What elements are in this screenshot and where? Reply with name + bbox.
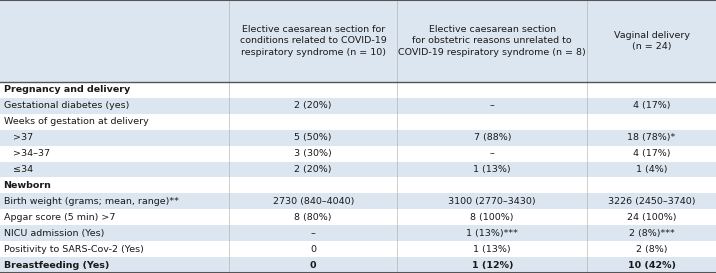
- Text: 4 (17%): 4 (17%): [633, 149, 670, 158]
- Text: 4 (17%): 4 (17%): [633, 101, 670, 110]
- Text: 3100 (2770–3430): 3100 (2770–3430): [448, 197, 536, 206]
- Text: 1 (13%): 1 (13%): [473, 165, 511, 174]
- Text: Birth weight (grams; mean, range)**: Birth weight (grams; mean, range)**: [4, 197, 178, 206]
- Text: 2 (8%): 2 (8%): [636, 245, 667, 254]
- Text: 3226 (2450–3740): 3226 (2450–3740): [608, 197, 695, 206]
- Text: Elective caesarean section
for obstetric reasons unrelated to
COVID-19 respirato: Elective caesarean section for obstetric…: [398, 25, 586, 57]
- Bar: [0, 193, 716, 209]
- Text: Positivity to SARS-Cov-2 (Yes): Positivity to SARS-Cov-2 (Yes): [4, 245, 143, 254]
- Text: 3 (30%): 3 (30%): [294, 149, 332, 158]
- Bar: [0, 225, 716, 241]
- Text: 10 (42%): 10 (42%): [627, 260, 676, 269]
- Text: 1 (4%): 1 (4%): [636, 165, 667, 174]
- Text: Pregnancy and delivery: Pregnancy and delivery: [4, 85, 130, 94]
- Text: –: –: [311, 229, 316, 238]
- Text: 8 (100%): 8 (100%): [470, 213, 514, 222]
- Text: 0: 0: [310, 260, 316, 269]
- Text: >34–37: >34–37: [13, 149, 50, 158]
- Text: 0: 0: [310, 245, 316, 254]
- Text: Weeks of gestation at delivery: Weeks of gestation at delivery: [4, 117, 148, 126]
- Bar: [0, 257, 716, 273]
- Text: NICU admission (Yes): NICU admission (Yes): [4, 229, 104, 238]
- Bar: [0, 0, 716, 82]
- Text: 24 (100%): 24 (100%): [626, 213, 677, 222]
- Text: 1 (13%): 1 (13%): [473, 245, 511, 254]
- Text: 8 (80%): 8 (80%): [294, 213, 332, 222]
- Text: >37: >37: [13, 133, 33, 142]
- Bar: [0, 130, 716, 146]
- Bar: [0, 98, 716, 114]
- Bar: [0, 162, 716, 177]
- Text: 7 (88%): 7 (88%): [473, 133, 511, 142]
- Text: 5 (50%): 5 (50%): [294, 133, 332, 142]
- Text: Newborn: Newborn: [4, 181, 52, 190]
- Bar: [0, 82, 716, 273]
- Text: Vaginal delivery
(n = 24): Vaginal delivery (n = 24): [614, 31, 690, 51]
- Text: 2730 (840–4040): 2730 (840–4040): [273, 197, 354, 206]
- Text: –: –: [490, 101, 495, 110]
- Text: Gestational diabetes (yes): Gestational diabetes (yes): [4, 101, 129, 110]
- Text: 1 (12%): 1 (12%): [472, 260, 513, 269]
- Text: Apgar score (5 min) >7: Apgar score (5 min) >7: [4, 213, 115, 222]
- Text: Breastfeeding (Yes): Breastfeeding (Yes): [4, 260, 109, 269]
- Text: 1 (13%)***: 1 (13%)***: [466, 229, 518, 238]
- Text: 18 (78%)*: 18 (78%)*: [627, 133, 676, 142]
- Text: 2 (20%): 2 (20%): [294, 165, 332, 174]
- Text: Elective caesarean section for
conditions related to COVID-19
respiratory syndro: Elective caesarean section for condition…: [240, 25, 387, 57]
- Text: –: –: [490, 149, 495, 158]
- Text: 2 (20%): 2 (20%): [294, 101, 332, 110]
- Text: 2 (8%)***: 2 (8%)***: [629, 229, 674, 238]
- Text: ≤34: ≤34: [13, 165, 33, 174]
